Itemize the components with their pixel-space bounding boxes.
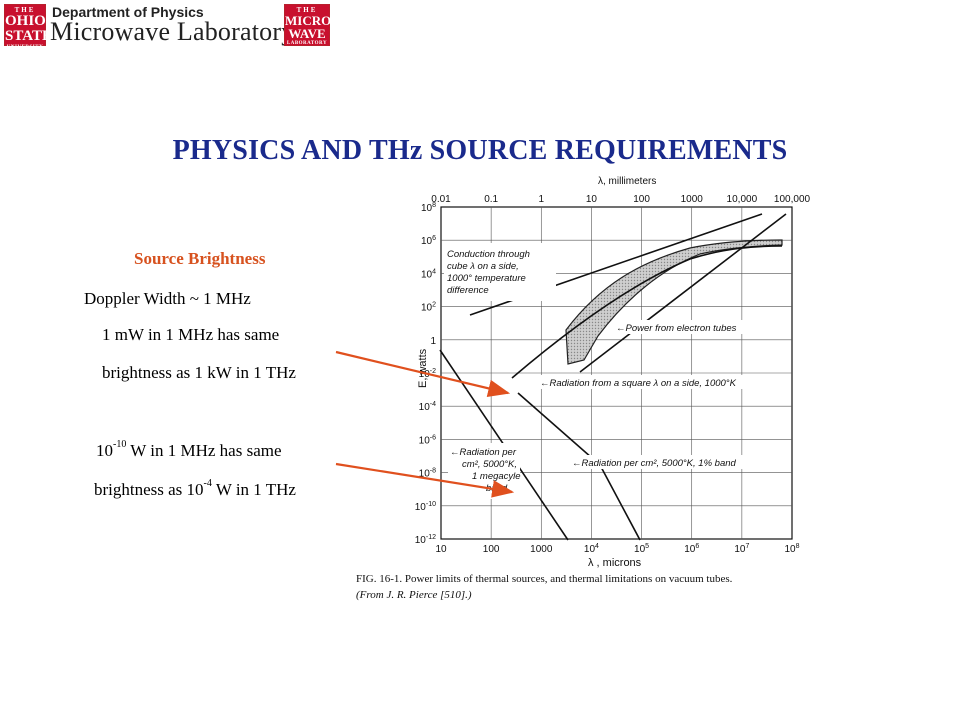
megacycle-label-1: ←Radiation per [450, 447, 517, 458]
plot-grid [440, 206, 793, 540]
bottom-tick-label: 10 [435, 544, 447, 555]
top-tick-label: 100 [633, 194, 650, 205]
lab-name: Microwave Laboratory [50, 17, 295, 46]
electron-tube-band [565, 239, 783, 365]
y-tick-label: 108 [421, 202, 436, 214]
chart-curves [439, 213, 787, 541]
y-tick-label: 104 [421, 268, 436, 280]
y-tick-label: 1 [430, 336, 436, 347]
megacycle-band-line [439, 349, 569, 541]
y-tick-label: 10-2 [419, 368, 436, 380]
y-tick-label: 10-12 [415, 534, 436, 546]
y-tick-label: 102 [421, 302, 436, 314]
y-tick-label: 10-6 [419, 434, 436, 446]
milliwatt-text: 1 mW in 1 MHz has same [102, 325, 280, 344]
y-axis: 108106104102110-210-410-610-810-1010-12 … [415, 202, 437, 546]
y-tick-label: 10-4 [419, 401, 436, 413]
top-tick-label: 0.01 [431, 194, 451, 205]
kilowatt-text: brightness as 1 kW in 1 THz [102, 363, 296, 382]
top-tick-label: 100,000 [774, 194, 811, 205]
pointer-arrow-lower [335, 462, 515, 498]
ohio-state-logo: THE OHIO STATE UNIVERSITY [4, 4, 52, 50]
top-tick-label: 10 [586, 194, 598, 205]
bottom-tick-label: 105 [634, 543, 649, 555]
electron-tubes-label: ←Power from electron tubes [616, 323, 737, 334]
square-radiation-curve [511, 245, 783, 379]
bottom-axis: 10 100 1000 104 105 106 107 108 λ , microns [435, 543, 799, 569]
bottom-tick-label: 107 [734, 543, 749, 555]
y-tick-label: 106 [421, 235, 436, 247]
megacycle-label-4: band [486, 483, 508, 494]
y-tick-label: 10-10 [415, 501, 436, 513]
one-percent-band-label: ←Radiation per cm², 5000°K, 1% band [572, 458, 737, 469]
bottom-tick-label: 1000 [530, 544, 553, 555]
small-power-text: 10-10 W in 1 MHz has same [96, 439, 282, 460]
top-tick-label: 0.1 [484, 194, 498, 205]
microwave-lab-logo: THE MICRO WAVE LABORATORY [284, 4, 332, 46]
top-tick-label: 1000 [681, 194, 704, 205]
section-heading: Source Brightness [134, 249, 266, 268]
y-axis-label: E, watts [417, 348, 429, 388]
bottom-tick-label: 108 [784, 543, 799, 555]
y-tick-label: 10-8 [419, 468, 436, 480]
top-axis-label: λ, millimeters [598, 176, 656, 187]
top-tick-label: 1 [539, 194, 545, 205]
top-tick-label: 10,000 [727, 194, 758, 205]
figure-caption-line-2: (From J. R. Pierce [510].) [356, 589, 472, 601]
chart-annotations: Conduction through cube λ on a side, 100… [444, 243, 782, 499]
doppler-width-text: Doppler Width ~ 1 MHz [84, 289, 251, 308]
conduction-label-4: difference [447, 285, 489, 296]
thz-power-text: brightness as 10-4 W in 1 THz [94, 478, 296, 499]
megacycle-label-3: 1 megacyle [472, 471, 521, 482]
square-radiation-label: ←Radiation from a square λ on a side, 10… [540, 378, 737, 389]
bottom-tick-label: 106 [684, 543, 699, 555]
conduction-line [469, 213, 763, 316]
megacycle-label-2: cm², 5000°K, [462, 459, 517, 470]
pointer-arrow-upper [335, 350, 511, 397]
bottom-axis-label: λ , microns [588, 557, 642, 569]
bottom-tick-label: 104 [584, 543, 599, 555]
figure-caption-line-1: FIG. 16-1. Power limits of thermal sourc… [356, 573, 733, 585]
conduction-label-2: cube λ on a side, [447, 261, 519, 272]
department-name: Department of Physics [52, 4, 204, 20]
bottom-tick-label: 100 [483, 544, 500, 555]
conduction-label-3: 1000° temperature [447, 273, 526, 284]
conduction-label-1: Conduction through [447, 249, 530, 260]
slide-title: PHYSICS AND THz SOURCE REQUIREMENTS [172, 135, 788, 166]
top-axis: λ, millimeters 0.01 0.1 1 10 100 1000 10,000 10… [431, 176, 810, 205]
one-percent-band-line [517, 392, 641, 541]
tube-limit-line [579, 213, 787, 373]
